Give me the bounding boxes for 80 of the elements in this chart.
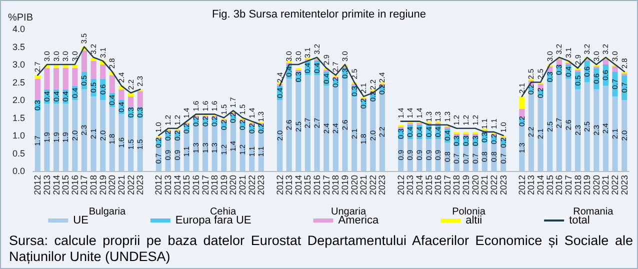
x-tick-label: 2018	[210, 175, 220, 196]
x-tick-label: 2014	[172, 175, 182, 196]
x-tick-label: 2023	[377, 175, 388, 196]
x-tick-label: 2020	[107, 175, 118, 196]
x-tick-label: 2022	[610, 175, 620, 196]
x-tick-label: 2022	[126, 175, 136, 196]
text: Ungaria	[330, 206, 366, 218]
x-tick-label: 2015	[182, 175, 192, 196]
y-tick-label: 3.0	[12, 60, 25, 70]
x-tick-label: 2018	[452, 175, 462, 196]
x-tick-label: 2017	[79, 175, 90, 196]
x-tick-label: 2023	[135, 175, 146, 196]
x-tick-label: 2021	[238, 175, 248, 196]
x-tick-label: 2019	[340, 175, 350, 196]
y-tick-label: 0.0	[12, 166, 25, 176]
y-tick-label: 2.0	[12, 95, 25, 105]
x-tick-label: 2019	[582, 175, 592, 196]
x-tick-label: 2012	[396, 175, 406, 196]
x-tick-label: 2014	[536, 175, 546, 196]
x-tick-label: 2022	[488, 175, 499, 196]
x-tick-label: 2016	[312, 175, 322, 196]
x-tick-label: 2019	[218, 175, 229, 196]
text: Bulgaria	[88, 206, 126, 218]
x-tick-label: 2021	[358, 175, 369, 196]
x-tick-label: 2013	[163, 175, 174, 196]
x-tick-label: 2017	[321, 175, 332, 196]
x-tick-label: 2017	[563, 175, 574, 196]
x-tick-label: 2021	[116, 175, 126, 196]
legend-label: UE	[73, 214, 88, 226]
x-tick-label: 2016	[554, 175, 564, 196]
x-tick-label: 2016	[433, 175, 444, 196]
text: Sursa: calcule proprii pe baza datelor Eurostat Departamentului Afacerilor Economice și Sociale ale Națiunilor Unite (UNDESA)	[8, 233, 634, 265]
x-tick-label: 2013	[526, 175, 536, 196]
x-tick-label: 2023	[498, 175, 508, 196]
y-axis-title: %PIB	[8, 12, 34, 24]
x-tick-label: 2014	[51, 175, 62, 196]
x-tick-label: 2015	[424, 175, 434, 196]
x-tick-label: 2019	[461, 175, 472, 196]
x-tick-label: 2018	[88, 175, 99, 196]
x-tick-label: 2012	[516, 175, 527, 196]
y-tick-label: 3.5	[12, 42, 25, 52]
x-tick-label: 2013	[42, 175, 52, 196]
x-tick-label: 2023	[619, 175, 630, 196]
x-tick-label: 2013	[405, 175, 416, 196]
x-tick-label: 2016	[70, 175, 80, 196]
legend-label: altii	[466, 214, 482, 226]
x-tick-label: 2020	[228, 175, 238, 196]
x-tick-label: 2023	[256, 175, 266, 196]
x-tick-label: 2021	[480, 175, 490, 196]
text: Cehia	[210, 206, 236, 218]
legend-label: Europa fara UE	[175, 214, 252, 226]
x-tick-label: 2020	[349, 175, 360, 196]
y-tick-label: 0.5	[12, 148, 25, 158]
x-tick-label: 2015	[302, 175, 313, 196]
y-tick-label: 2.5	[12, 77, 25, 88]
x-tick-label: 2015	[544, 175, 555, 196]
x-tick-label: 2019	[98, 175, 108, 196]
y-tick-label: 1.5	[12, 112, 25, 123]
x-tick-label: 2018	[330, 175, 341, 196]
x-tick-label: 2017	[200, 175, 210, 196]
x-tick-label: 2017	[442, 175, 452, 196]
x-tick-label: 2012	[32, 175, 43, 196]
y-tick-label: 4.0	[12, 24, 25, 34]
x-tick-label: 2014	[293, 175, 304, 196]
y-tick-label: 1.0	[12, 130, 25, 140]
x-tick-label: 2020	[591, 175, 602, 196]
chart-title: Fig. 3b Sursa remitentelor primite in regiune	[212, 8, 426, 20]
x-tick-label: 2012	[274, 175, 285, 196]
x-tick-label: 2016	[190, 175, 201, 196]
legend-label: total	[569, 214, 590, 226]
x-tick-label: 2012	[154, 175, 164, 196]
x-tick-label: 2022	[368, 175, 378, 196]
legend-label: America	[338, 214, 380, 226]
x-tick-label: 2021	[600, 175, 611, 196]
x-tick-label: 2018	[572, 175, 583, 196]
x-tick-label: 2020	[470, 175, 480, 196]
x-tick-label: 2015	[60, 175, 71, 196]
x-tick-label: 2022	[246, 175, 257, 196]
x-tick-label: 2014	[414, 175, 424, 196]
x-tick-label: 2013	[284, 175, 294, 196]
